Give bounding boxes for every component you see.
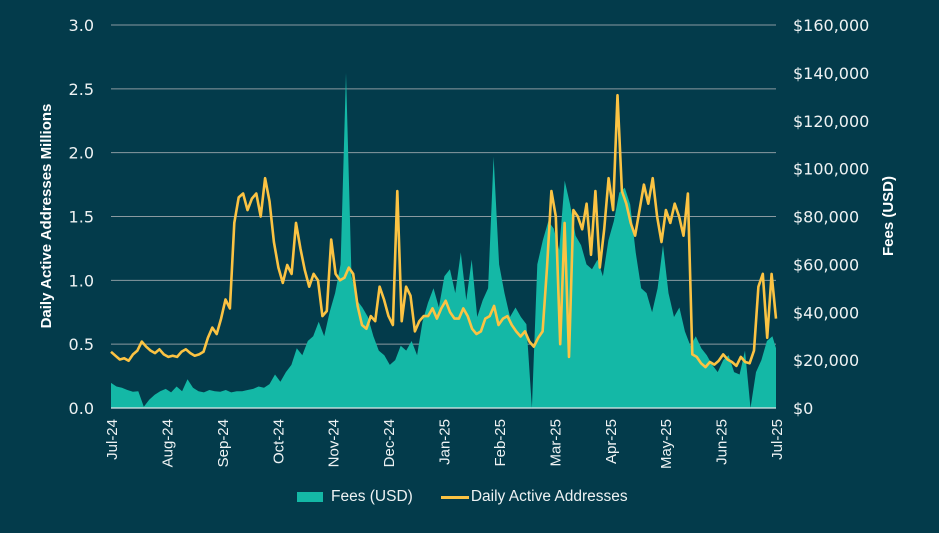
legend-label-daa: Daily Active Addresses <box>470 488 628 505</box>
fees-area <box>111 72 776 409</box>
fees-swatch <box>297 492 323 502</box>
right-tick-label: $140,000 <box>793 64 869 83</box>
daa-line <box>110 93 778 369</box>
x-tick-label: Jul-25 <box>769 419 786 460</box>
x-tick-label: Apr-25 <box>603 419 620 464</box>
right-tick-label: $40,000 <box>793 303 859 322</box>
right-tick-label: $80,000 <box>793 208 859 227</box>
legend: Fees (USD) Daily Active Addresses <box>297 488 656 506</box>
right-tick-label: $60,000 <box>793 255 859 274</box>
legend-item-daa: Daily Active Addresses <box>440 488 628 506</box>
right-axis-ticks: $0 $20,000 $40,000 $60,000 $80,000 $100,000 $1… <box>793 16 869 418</box>
daa-line-layer <box>110 93 778 369</box>
x-tick-label: Dec-24 <box>381 419 398 467</box>
left-tick-label: 1.0 <box>69 271 94 290</box>
x-tick-label: Jan-25 <box>437 419 454 465</box>
left-tick-label: 0.5 <box>69 335 94 354</box>
x-tick-label: Mar-25 <box>547 419 564 467</box>
right-tick-label: $20,000 <box>793 351 859 370</box>
x-tick-label: May-25 <box>658 419 675 469</box>
right-tick-label: $160,000 <box>793 16 869 35</box>
daa-swatch <box>440 495 469 499</box>
x-tick-label: Jun-25 <box>714 419 731 465</box>
x-tick-label: Feb-25 <box>492 419 509 467</box>
right-tick-label: $0 <box>793 399 813 418</box>
left-tick-label: 2.5 <box>69 80 94 99</box>
x-tick-label: Jul-24 <box>104 419 121 460</box>
legend-item-fees: Fees (USD) <box>297 488 413 506</box>
legend-label-fees: Fees (USD) <box>331 488 413 505</box>
left-axis-ticks: 0.0 0.5 1.0 1.5 2.0 2.5 3.0 <box>69 16 94 418</box>
left-axis-title: Daily Active Addresses Millions <box>38 104 55 329</box>
right-axis-title: Fees (USD) <box>880 176 897 256</box>
right-tick-label: $100,000 <box>793 160 869 179</box>
right-tick-label: $120,000 <box>793 112 869 131</box>
x-tick-label: Aug-24 <box>159 419 176 467</box>
x-tick-label: Sep-24 <box>215 419 232 467</box>
left-tick-label: 2.0 <box>69 144 94 163</box>
left-tick-label: 0.0 <box>69 399 94 418</box>
x-tick-label: Nov-24 <box>326 419 343 467</box>
x-axis-ticks: Jul-24 Aug-24 Sep-24 Oct-24 Nov-24 Dec-24 Jan-… <box>104 419 786 469</box>
left-tick-label: 1.5 <box>69 208 94 227</box>
left-tick-label: 3.0 <box>69 16 94 35</box>
x-tick-label: Oct-24 <box>270 419 287 464</box>
fees-area-layer <box>111 72 776 409</box>
